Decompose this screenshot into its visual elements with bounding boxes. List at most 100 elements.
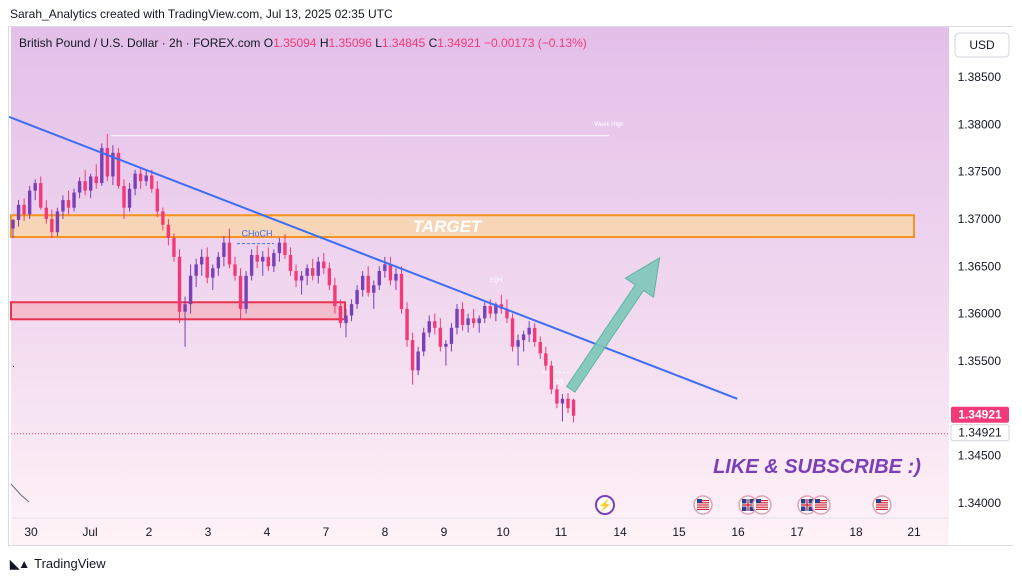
candle-body[interactable] (105, 148, 110, 177)
candle-body[interactable] (383, 264, 387, 272)
candle-body[interactable] (233, 264, 237, 276)
candle-body[interactable] (77, 181, 82, 193)
target-zone[interactable] (10, 214, 915, 238)
candle-body[interactable] (377, 271, 381, 286)
candle-body[interactable] (322, 261, 326, 269)
candle-body[interactable] (61, 200, 65, 212)
candle-body[interactable] (410, 340, 415, 371)
flag-icon-usd[interactable] (872, 495, 892, 515)
candle-body[interactable] (144, 175, 148, 182)
candle-body[interactable] (155, 188, 159, 212)
candle-body[interactable] (399, 273, 404, 309)
candle-body[interactable] (333, 285, 337, 307)
candle-body[interactable] (89, 176, 93, 191)
candle-body[interactable] (216, 256, 221, 269)
candle-body[interactable] (227, 242, 232, 265)
candle-body[interactable] (294, 271, 298, 281)
candle-body[interactable] (116, 152, 121, 186)
candle-body[interactable] (50, 219, 54, 233)
candle-body[interactable] (427, 321, 431, 333)
candle-body[interactable] (460, 308, 465, 325)
candle-body[interactable] (183, 304, 187, 312)
currency-button-label[interactable]: USD (969, 38, 995, 52)
candle-body[interactable] (66, 200, 71, 208)
candle-body[interactable] (388, 264, 393, 281)
price-chart[interactable]: British Pound / U.S. Dollar · 2h · FOREX… (9, 27, 1014, 547)
candle-body[interactable] (533, 327, 537, 342)
candle-body[interactable] (433, 321, 437, 328)
candle-body[interactable] (16, 204, 21, 220)
candle-body[interactable] (349, 304, 354, 316)
candle-body[interactable] (55, 211, 60, 233)
candle-body[interactable] (527, 327, 531, 335)
candle-body[interactable] (327, 268, 332, 286)
projection-arrow-shape[interactable] (557, 248, 674, 399)
candle-body[interactable] (244, 275, 248, 309)
trendline[interactable] (9, 115, 738, 400)
candle-body[interactable] (477, 318, 481, 324)
candle-body[interactable] (538, 342, 542, 354)
lightning-icon[interactable]: ⚡ (595, 495, 615, 515)
candle-body[interactable] (549, 365, 554, 390)
candle-body[interactable] (272, 253, 276, 267)
chart-frame[interactable]: British Pound / U.S. Dollar · 2h · FOREX… (8, 26, 1014, 547)
last-price-badge[interactable] (951, 406, 1009, 423)
candle-body[interactable] (277, 242, 282, 254)
candle-body[interactable] (11, 219, 15, 229)
candle-body[interactable] (444, 343, 448, 347)
candle-body[interactable] (238, 275, 243, 309)
candle-body[interactable] (33, 183, 37, 191)
candle-body[interactable] (127, 188, 132, 208)
candle-body[interactable] (311, 268, 315, 276)
candle-body[interactable] (200, 256, 204, 265)
projection-arrow[interactable] (557, 248, 674, 399)
price-scale-marker[interactable] (950, 424, 1010, 442)
flag-icon-gbp[interactable] (738, 495, 758, 515)
flag-icon-gbp[interactable] (797, 495, 817, 515)
candle-body[interactable] (211, 268, 215, 278)
candle-body[interactable] (72, 192, 76, 208)
candle-body[interactable] (22, 204, 26, 215)
candle-body[interactable] (316, 261, 320, 276)
candle-body[interactable] (299, 275, 304, 281)
candle-body[interactable] (544, 353, 548, 366)
candle-body[interactable] (449, 327, 454, 344)
candle-body[interactable] (27, 190, 32, 215)
flag-icon-usd[interactable] (811, 495, 831, 515)
candle-body[interactable] (222, 242, 226, 257)
candle-body[interactable] (205, 256, 209, 278)
tradingview-brand[interactable]: ◣▲ TradingView (10, 556, 106, 571)
candle-body[interactable] (566, 398, 570, 409)
candle-body[interactable] (416, 351, 420, 371)
candle-body[interactable] (111, 152, 115, 177)
candle-body[interactable] (39, 183, 43, 208)
candle-body[interactable] (571, 399, 576, 416)
candle-body[interactable] (422, 332, 426, 352)
currency-button[interactable] (954, 32, 1010, 58)
candle-body[interactable] (483, 306, 487, 319)
candle-body[interactable] (122, 185, 126, 208)
candle-body[interactable] (133, 173, 137, 189)
candle-body[interactable] (283, 242, 287, 255)
candle-body[interactable] (488, 306, 492, 314)
candle-body[interactable] (438, 327, 443, 347)
candle-body[interactable] (494, 304, 498, 314)
candle-body[interactable] (338, 306, 343, 324)
candle-body[interactable] (305, 268, 309, 276)
candle-body[interactable] (188, 275, 193, 305)
event-icons-row[interactable]: ⚡ (595, 495, 892, 515)
candle-body[interactable] (360, 275, 365, 290)
candle-body[interactable] (344, 315, 348, 324)
candle-body[interactable] (455, 308, 459, 328)
candle-body[interactable] (505, 308, 509, 319)
candle-body[interactable] (255, 254, 259, 262)
candle-body[interactable] (394, 273, 398, 281)
candle-body[interactable] (405, 308, 409, 341)
candle-body[interactable] (100, 148, 104, 184)
candle-body[interactable] (249, 254, 254, 276)
candle-body[interactable] (372, 285, 376, 293)
candle-body[interactable] (161, 211, 165, 225)
candles-group[interactable] (11, 133, 576, 423)
candle-body[interactable] (266, 256, 270, 267)
candle-body[interactable] (366, 275, 370, 293)
